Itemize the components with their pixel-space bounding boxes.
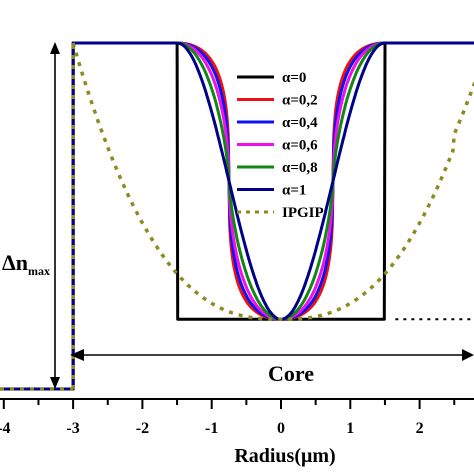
x-ticks: -4-3-2-10123: [0, 399, 456, 437]
legend-label: α=0: [282, 70, 306, 86]
core-arrow-head-right: [462, 349, 474, 361]
core-label: Core: [268, 361, 314, 386]
x-tick-label: -1: [205, 420, 218, 437]
legend-label: α=0,4: [282, 115, 318, 131]
x-tick-label: 1: [346, 420, 354, 437]
x-axis-label: Radius(μm): [234, 445, 335, 467]
delta-n-sub: max: [28, 264, 50, 278]
core-arrow-head-left: [70, 349, 84, 361]
legend-label: α=0,2: [282, 93, 318, 109]
x-tick-label: 2: [416, 420, 424, 437]
legend-label: α=0,6: [282, 138, 318, 154]
legend: α=0 α=0,2 α=0,4 α=0,6 α=0,8 α=1 IPGIP: [237, 70, 324, 221]
x-tick-label: -2: [136, 420, 149, 437]
delta-n-arrow-head-top: [50, 42, 60, 54]
legend-label: IPGIP: [282, 205, 324, 221]
delta-n-label: Δnmax: [2, 250, 50, 278]
x-tick-label: -3: [66, 420, 79, 437]
delta-n-arrow-head-bottom: [50, 377, 60, 389]
delta-n-main: Δn: [2, 250, 28, 275]
x-tick-label: 0: [277, 420, 285, 437]
legend-label: α=0,8: [282, 160, 318, 176]
profile-curves: [0, 41, 474, 391]
series-line-ipgip: [71, 42, 474, 321]
series-line-alpha-1: [0, 41, 474, 391]
x-tick-label: -4: [0, 420, 10, 437]
annotations: Δnmax Core: [2, 42, 474, 389]
legend-label: α=1: [282, 183, 306, 199]
